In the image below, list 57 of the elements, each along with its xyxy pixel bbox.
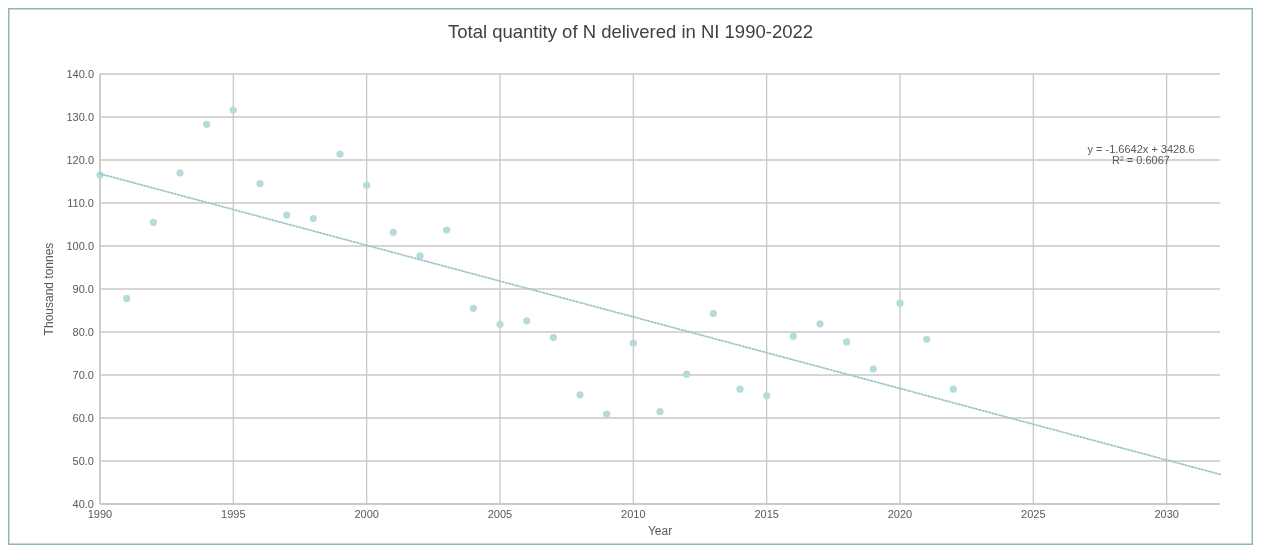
- point: [763, 392, 771, 400]
- point: [149, 218, 157, 226]
- y-tick-label: 90.0: [72, 283, 94, 295]
- y-tick-label: 80.0: [72, 326, 94, 338]
- y-tick-label: 130.0: [66, 111, 94, 123]
- point: [469, 304, 477, 312]
- x-tick-label: 2010: [621, 508, 646, 520]
- y-tick-label: 140.0: [66, 68, 94, 80]
- point: [869, 365, 877, 373]
- y-tick-label: 60.0: [72, 412, 94, 424]
- x-tick-label: 1995: [221, 508, 246, 520]
- point: [176, 169, 184, 177]
- point: [629, 339, 637, 347]
- point: [549, 333, 557, 342]
- point: [496, 320, 504, 328]
- x-tick-label: 2000: [354, 508, 379, 520]
- x-tick-label: 2005: [487, 508, 513, 520]
- point: [416, 252, 424, 260]
- point: [309, 214, 317, 223]
- annotation: R² = 0.6067: [1112, 154, 1170, 166]
- point: [363, 181, 371, 189]
- point: [656, 407, 664, 416]
- y-tick-label: 40.0: [72, 498, 94, 510]
- y-axis-title: Thousand tonnes: [42, 242, 56, 336]
- point: [203, 120, 211, 128]
- point: [709, 309, 717, 318]
- point: [736, 385, 744, 393]
- point: [229, 106, 237, 114]
- x-tick-label: 2030: [1154, 508, 1179, 520]
- point: [683, 370, 691, 378]
- point: [816, 320, 824, 328]
- point: [896, 299, 904, 307]
- x-tick-label: 2020: [887, 508, 913, 520]
- point: [283, 211, 291, 219]
- x-tick-label: 1990: [87, 508, 113, 520]
- point: [256, 180, 264, 188]
- y-tick-label: 100.0: [66, 240, 94, 252]
- point: [443, 226, 451, 234]
- y-tick-label: 50.0: [72, 455, 94, 467]
- annotation: y = -1.6642x + 3428.6: [1087, 143, 1195, 155]
- point: [923, 335, 931, 343]
- y-tick-label: 110.0: [67, 197, 94, 209]
- point: [123, 294, 131, 303]
- y-tick-label: 70.0: [72, 369, 94, 381]
- point: [576, 391, 584, 399]
- point: [523, 317, 531, 325]
- y-tick-label: 120.0: [66, 154, 94, 166]
- point: [603, 410, 611, 418]
- point: [789, 332, 797, 340]
- point: [949, 385, 957, 393]
- point: [389, 228, 397, 236]
- x-tick-label: 2015: [754, 508, 779, 520]
- point: [336, 150, 344, 158]
- x-axis-title: Year: [647, 524, 673, 538]
- chart-title: Total quantity of N delivered in NI 1990-2022: [447, 21, 814, 42]
- point: [843, 338, 851, 346]
- x-tick-label: 2025: [1021, 508, 1046, 520]
